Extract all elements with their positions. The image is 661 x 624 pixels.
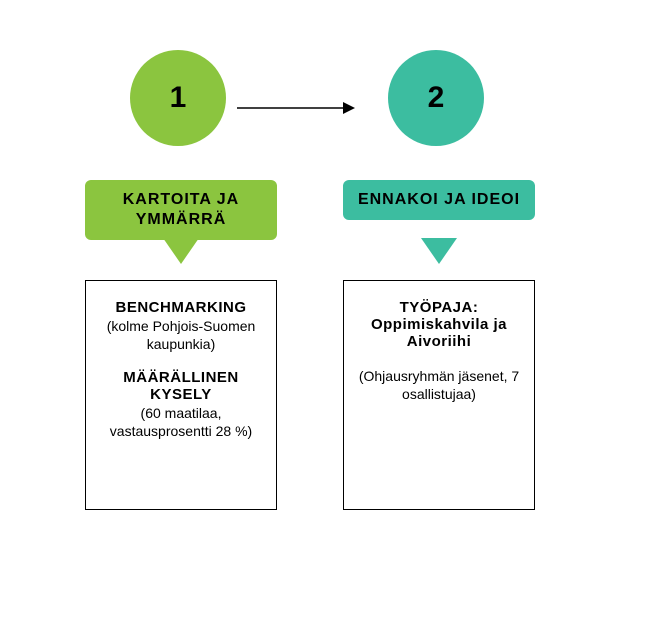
step-2-banner-tail [421,238,457,264]
step-1-block-1-title: BENCHMARKING [98,299,264,316]
step-1-banner-label: KARTOITA JA YMMÄRRÄ [123,191,239,228]
arrow-icon [235,93,355,123]
step-2-banner-label: ENNAKOI JA IDEOI [358,191,520,208]
step-1-circle: 1 [130,50,226,146]
step-2-block-1-title: TYÖPAJA: Oppimiskahvila ja Aivoriihi [356,299,522,350]
step-2-circle: 2 [388,50,484,146]
step-1-number: 1 [170,81,187,115]
step-1-card: BENCHMARKING (kolme Pohjois-Suomen kaupu… [85,280,277,510]
step-1-banner: KARTOITA JA YMMÄRRÄ [85,180,277,240]
step-2-block-2-sub: (Ohjausryhmän jäsenet, 7 osallistujaa) [356,368,522,403]
step-2-card: TYÖPAJA: Oppimiskahvila ja Aivoriihi (Oh… [343,280,535,510]
step-2-banner: ENNAKOI JA IDEOI [343,180,535,220]
diagram-stage: 1 2 KARTOITA JA YMMÄRRÄ ENNAKOI JA IDEOI… [0,0,661,624]
step-1-banner-tail [163,238,199,264]
step-2-number: 2 [428,81,445,115]
step-1-block-2-sub: (60 maatilaa, vastausprosentti 28 %) [98,405,264,440]
step-1-block-2-title: MÄÄRÄLLINEN KYSELY [98,369,264,403]
step-1-block-1-sub: (kolme Pohjois-Suomen kaupunkia) [98,318,264,353]
